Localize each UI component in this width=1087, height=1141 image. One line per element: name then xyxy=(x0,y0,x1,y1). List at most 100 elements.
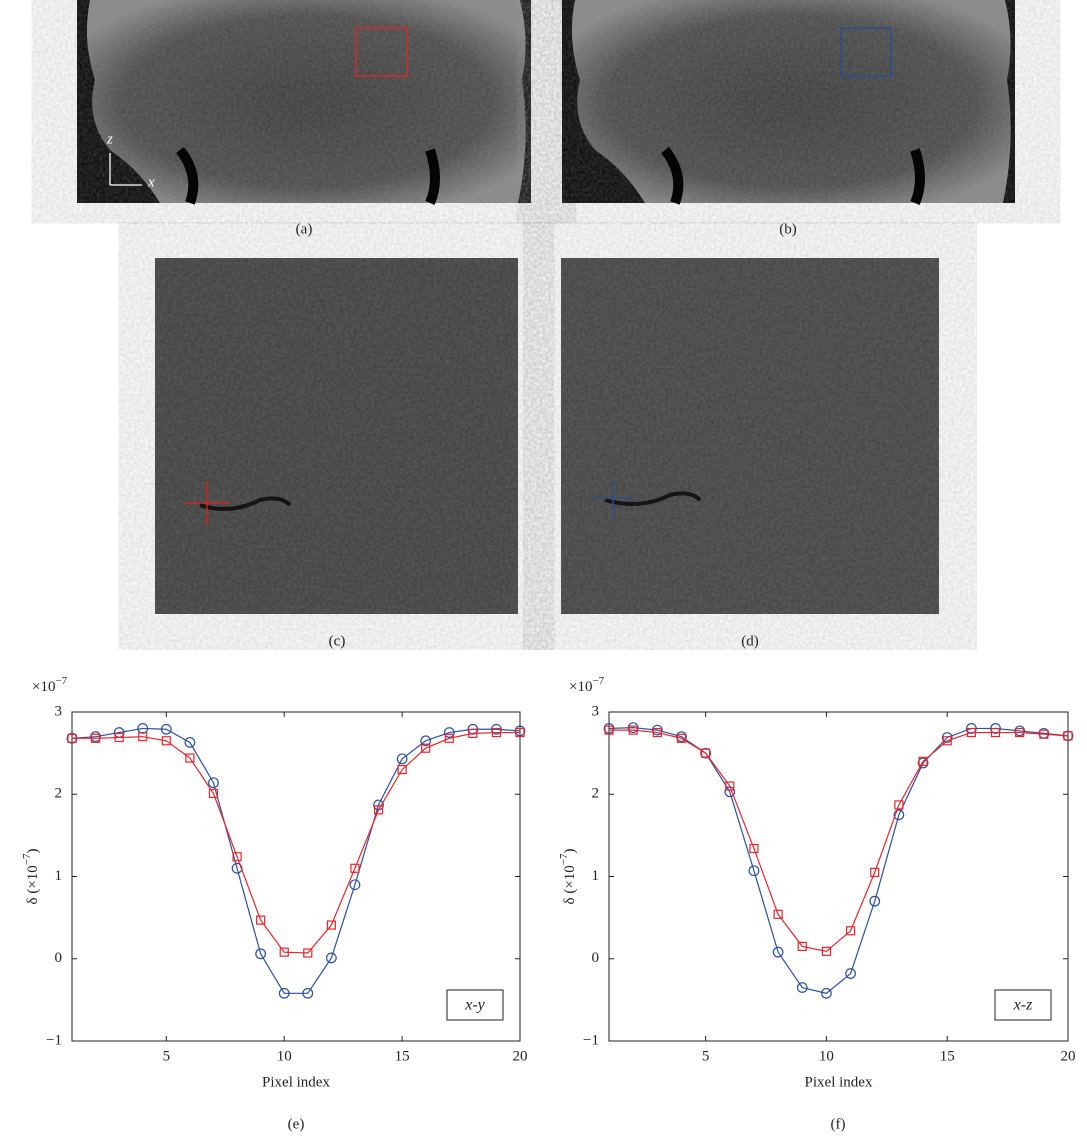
marker xyxy=(185,753,195,763)
annotation-box xyxy=(446,989,504,1021)
image-b xyxy=(562,0,1015,205)
y-axis-label: δ (×10−7) xyxy=(21,849,42,905)
x-tick-label: 15 xyxy=(940,1048,955,1064)
marker xyxy=(700,747,712,759)
marker xyxy=(325,952,337,964)
marker xyxy=(161,736,171,746)
marker xyxy=(990,727,1001,738)
marker xyxy=(628,725,638,735)
marker xyxy=(326,920,336,930)
marker xyxy=(1063,731,1073,741)
x-axis-label: Pixel index xyxy=(805,1074,873,1090)
marker xyxy=(373,805,384,815)
marker xyxy=(255,948,267,960)
marker xyxy=(603,723,615,734)
x-tick-label: 10 xyxy=(819,1048,834,1064)
multiplier: ×10−7 xyxy=(32,675,68,696)
marker xyxy=(893,809,905,821)
panel-label: (e) xyxy=(288,1116,305,1132)
axis-label: z xyxy=(106,131,113,147)
marker xyxy=(90,733,101,743)
x-tick-label: 5 xyxy=(163,1048,171,1064)
marker xyxy=(208,777,219,789)
marker xyxy=(990,723,1001,734)
marker xyxy=(748,865,760,877)
marker xyxy=(420,735,432,747)
marker xyxy=(821,946,832,956)
marker xyxy=(917,757,929,769)
annotation-box xyxy=(994,989,1052,1021)
marker xyxy=(869,895,881,907)
y-tick-label: 2 xyxy=(55,786,63,802)
panel-label: (c) xyxy=(329,633,346,649)
marker xyxy=(749,843,759,854)
y-tick-label: 2 xyxy=(592,786,600,802)
multiplier-exponent: −7 xyxy=(55,675,67,687)
image-d xyxy=(561,258,939,614)
y-label-exponent: −7 xyxy=(558,853,570,865)
annotation: x-z xyxy=(1013,997,1033,1014)
x-tick-label: 20 xyxy=(1061,1048,1076,1064)
y-label-base: δ (×10 xyxy=(562,865,578,904)
y-label-end: ) xyxy=(25,849,41,854)
multiplier-base: ×10 xyxy=(32,679,55,695)
panel-label: (f) xyxy=(831,1116,846,1132)
series-line xyxy=(72,731,520,954)
marker xyxy=(845,968,856,979)
x-tick-label: 5 xyxy=(702,1048,710,1064)
marker xyxy=(138,732,148,742)
marker xyxy=(773,909,783,919)
y-tick-label: 0 xyxy=(55,950,63,966)
marker xyxy=(1015,727,1025,738)
x-tick-label: 15 xyxy=(395,1048,410,1064)
y-tick-label: −1 xyxy=(583,1032,599,1048)
marker xyxy=(1039,729,1049,739)
multiplier: ×10−7 xyxy=(569,675,605,696)
image-a: z x xyxy=(77,0,531,205)
marker xyxy=(652,727,662,738)
marker xyxy=(797,941,807,952)
marker xyxy=(256,915,266,925)
marker xyxy=(232,852,242,862)
marker xyxy=(443,727,455,738)
marker xyxy=(796,982,808,993)
marker xyxy=(349,879,361,891)
marker xyxy=(772,946,784,958)
series-line xyxy=(609,729,1069,952)
marker xyxy=(467,723,479,735)
axis-label: x xyxy=(147,174,155,190)
x-tick-label: 10 xyxy=(277,1048,292,1064)
multiplier-exponent: −7 xyxy=(592,675,604,687)
image-c xyxy=(155,258,518,614)
y-label-exponent: −7 xyxy=(21,853,33,865)
x-tick-label: 20 xyxy=(513,1048,528,1064)
marker xyxy=(396,753,408,765)
annotation: x-y xyxy=(464,997,485,1014)
marker xyxy=(918,756,928,766)
panel-label: (d) xyxy=(741,633,759,649)
marker xyxy=(966,727,976,738)
marker xyxy=(627,722,639,734)
marker xyxy=(942,736,952,746)
marker xyxy=(894,800,904,810)
marker xyxy=(651,724,663,736)
marker xyxy=(870,867,880,877)
y-tick-label: 3 xyxy=(592,703,600,719)
y-tick-label: 3 xyxy=(55,703,63,719)
marker xyxy=(604,725,614,735)
marker xyxy=(160,723,172,735)
y-tick-label: −1 xyxy=(46,1032,62,1048)
marker xyxy=(303,948,313,958)
y-label-base: δ (×10 xyxy=(25,865,41,904)
marker xyxy=(184,737,196,748)
marker xyxy=(965,723,977,734)
marker xyxy=(397,764,407,775)
marker xyxy=(725,781,735,791)
marker xyxy=(941,732,953,743)
y-tick-label: 0 xyxy=(592,950,600,966)
marker xyxy=(701,748,711,758)
x-axis-label: Pixel index xyxy=(262,1074,330,1090)
marker xyxy=(676,733,687,743)
